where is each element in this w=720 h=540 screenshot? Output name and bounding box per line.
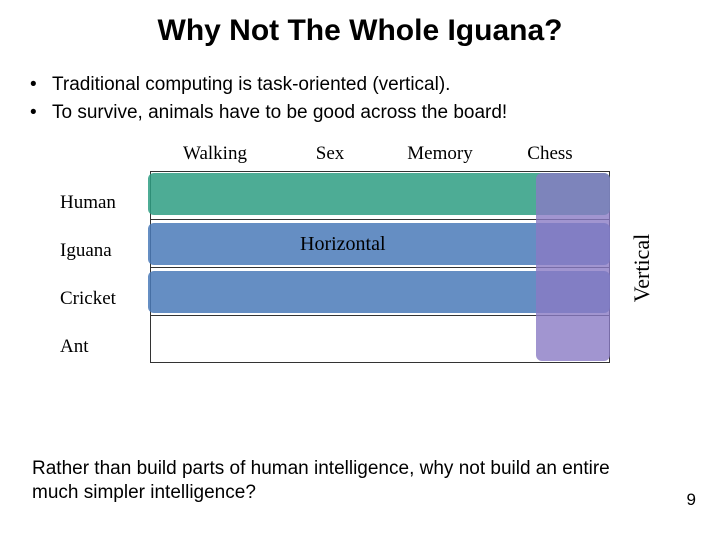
slide-title: Why Not The Whole Iguana? [0,0,720,48]
footer-text: Rather than build parts of human intelli… [32,457,660,506]
vertical-bar [536,173,610,361]
page-number: 9 [687,490,696,510]
row-label: Human [60,179,116,227]
col-header: Sex [280,143,380,165]
bullet-item: • To survive, animals have to be good ac… [30,100,720,126]
bullet-list: • Traditional computing is task-oriented… [30,72,720,125]
col-header: Memory [380,143,500,165]
bullet-dot: • [30,72,52,98]
row-labels: Human Iguana Cricket Ant [60,179,116,371]
horizontal-label: Horizontal [300,233,386,256]
col-header: Walking [150,143,280,165]
row-label: Cricket [60,275,116,323]
column-headers: Walking Sex Memory Chess [150,143,600,165]
bullet-dot: • [30,100,52,126]
col-header: Chess [500,143,600,165]
bullet-text: Traditional computing is task-oriented (… [52,72,450,98]
row-label: Iguana [60,227,116,275]
bullet-text: To survive, animals have to be good acro… [52,100,507,126]
chart-area: Walking Sex Memory Chess Human Iguana Cr… [0,143,720,403]
row-label: Ant [60,323,116,371]
vertical-label: Vertical [629,234,655,302]
bullet-item: • Traditional computing is task-oriented… [30,72,720,98]
